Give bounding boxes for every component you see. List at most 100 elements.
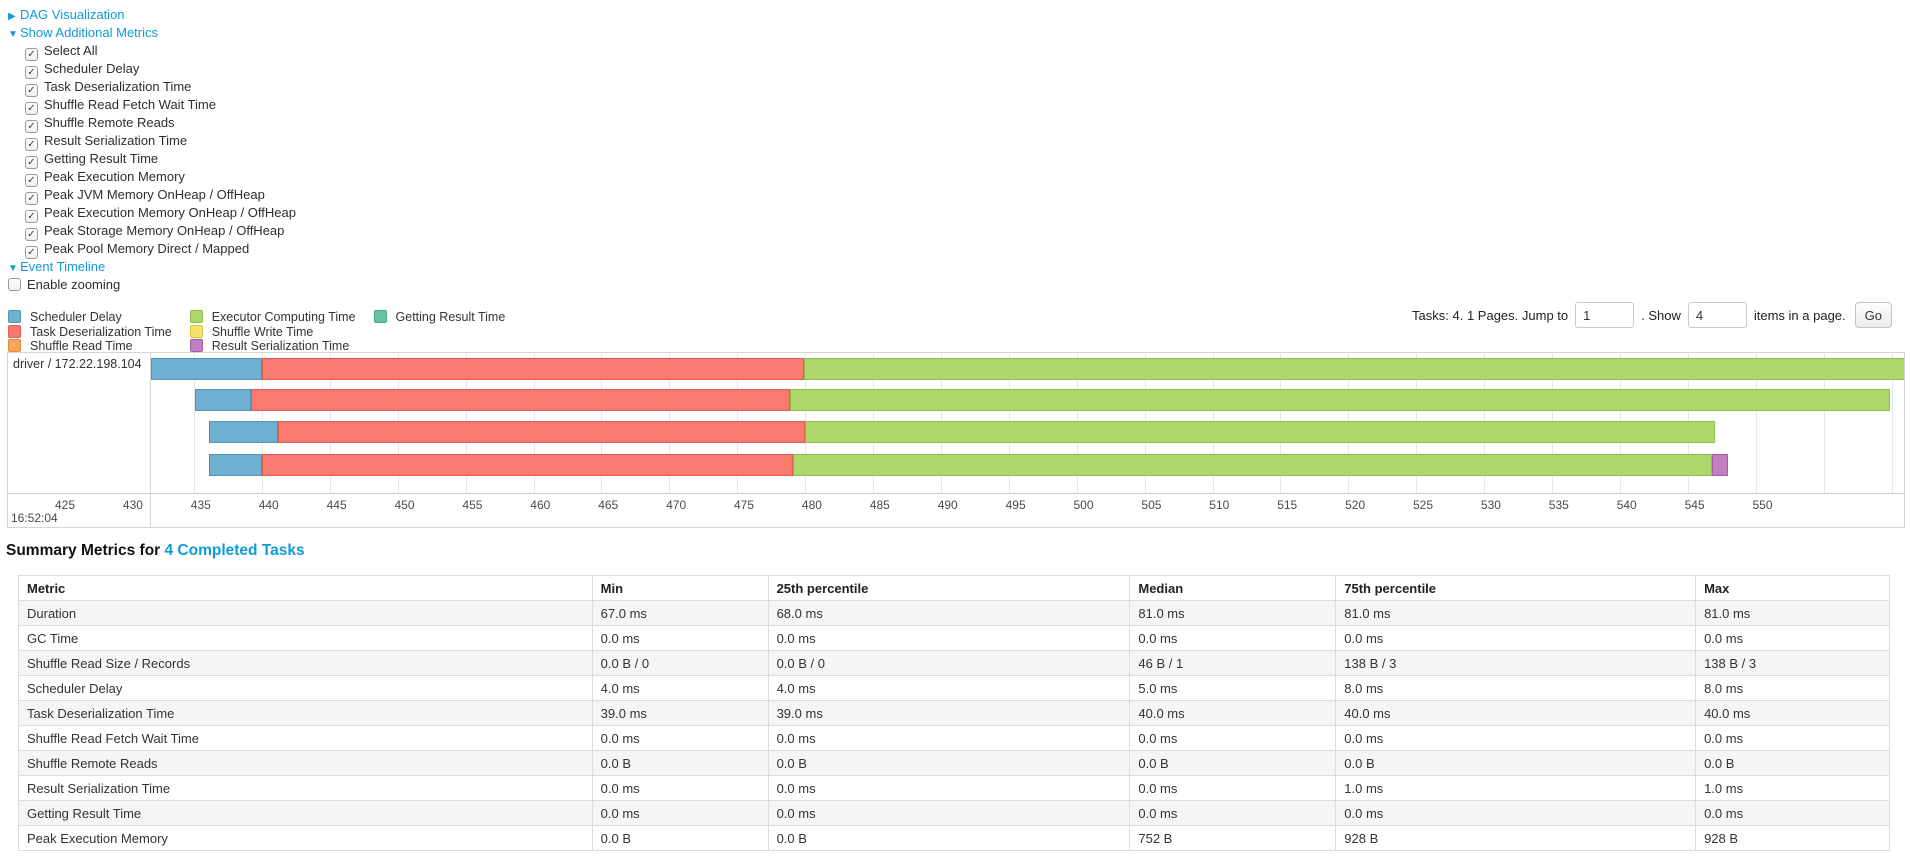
legend-item: Executor Computing Time — [189, 310, 356, 325]
metric-option-row: Peak Execution Memory OnHeap / OffHeap — [8, 204, 296, 223]
metric-checkbox[interactable] — [25, 210, 38, 223]
legend-item: Shuffle Read Time — [8, 339, 172, 354]
legend-item: Task Deserialization Time — [8, 324, 172, 340]
metric-option-row: Getting Result Time — [8, 150, 296, 169]
timeline-group-column: driver / 172.22.198.104 — [8, 353, 151, 527]
table-cell: 0.0 ms — [767, 625, 1131, 651]
table-row: Shuffle Read Fetch Wait Time 0.0 ms 0.0 ms… — [18, 725, 1890, 751]
dag-visualization-toggle[interactable]: ▶ DAG Visualization — [8, 6, 296, 24]
table-cell: 0.0 ms — [591, 725, 769, 751]
task-bar-segment-executor_computing[interactable] — [803, 358, 1904, 380]
go-button[interactable]: Go — [1854, 302, 1892, 328]
axis-tick-label: 470 — [666, 498, 687, 512]
table-cell: 928 B — [1695, 825, 1890, 851]
metric-checklist: Select All Scheduler Delay Task Deserializ… — [8, 42, 296, 259]
metric-checkbox-label: Peak Execution Memory OnHeap / OffHeap — [44, 205, 296, 220]
table-cell: 0.0 ms — [1129, 725, 1337, 751]
legend-column: Getting Result Time — [373, 310, 506, 354]
event-timeline-toggle[interactable]: ▼ Event Timeline — [8, 258, 296, 276]
metric-checkbox[interactable] — [25, 66, 38, 79]
table-cell: 0.0 ms — [591, 625, 769, 651]
task-bar-segment-scheduler_delay[interactable] — [195, 389, 252, 411]
legend-label: Shuffle Write Time — [211, 324, 314, 339]
task-bar-segment-task_deserialization[interactable] — [261, 358, 804, 380]
task-bar-segment-scheduler_delay[interactable] — [208, 454, 262, 476]
task-bar-segment-task_deserialization[interactable] — [261, 454, 793, 476]
axis-major-label: 16:52:04 — [11, 511, 58, 525]
table-cell: 67.0 ms — [591, 600, 769, 626]
axis-tick-label: 510 — [1209, 498, 1230, 512]
table-cell: Getting Result Time — [18, 800, 593, 826]
axis-tick-label: 525 — [1413, 498, 1434, 512]
timeline-plot-area[interactable] — [151, 353, 1904, 493]
task-bar-segment-executor_computing[interactable] — [792, 454, 1713, 476]
grid-line — [194, 353, 195, 493]
metric-checkbox-label: Result Serialization Time — [44, 133, 188, 148]
table-cell: 81.0 ms — [1695, 600, 1890, 626]
task-bar-segment-task_deserialization[interactable] — [278, 421, 806, 443]
table-cell: 68.0 ms — [767, 600, 1131, 626]
table-cell: 0.0 B — [767, 825, 1131, 851]
axis-tick-label: 435 — [190, 498, 211, 512]
table-header: Metric Min 25th percentile Median 75th perce… — [18, 575, 1890, 601]
table-cell: 0.0 B / 0 — [767, 650, 1131, 676]
task-bar-segment-result_serialization[interactable] — [1712, 454, 1729, 476]
legend-item: Scheduler Delay — [8, 310, 172, 325]
show-additional-metrics-label: Show Additional Metrics — [20, 25, 159, 40]
timeline-legend: Scheduler Delay Task Deserialization Time… — [8, 310, 523, 354]
table-cell: 138 B / 3 — [1695, 650, 1890, 676]
metric-checkbox[interactable] — [25, 84, 38, 97]
table-cell: 1.0 ms — [1335, 775, 1697, 801]
shuffle_read-swatch-icon — [8, 339, 21, 352]
axis-tick-label: 500 — [1073, 498, 1094, 512]
metric-checkbox[interactable] — [25, 228, 38, 241]
table-cell: Scheduler Delay — [18, 675, 593, 701]
metric-option-row: Shuffle Remote Reads — [8, 114, 296, 133]
metric-checkbox[interactable] — [25, 120, 38, 133]
metric-checkbox[interactable] — [25, 192, 38, 205]
metric-checkbox[interactable] — [25, 174, 38, 187]
show-additional-metrics-toggle[interactable]: ▼ Show Additional Metrics — [8, 24, 296, 42]
task-bar-segment-task_deserialization[interactable] — [251, 389, 791, 411]
enable-zooming-row: Enable zooming — [8, 276, 296, 294]
metric-option-row: Scheduler Delay — [8, 60, 296, 79]
metric-checkbox[interactable] — [25, 48, 38, 61]
dag-visualization-label: DAG Visualization — [20, 7, 125, 22]
items-per-page-input[interactable] — [1687, 302, 1747, 328]
metric-checkbox-label: Getting Result Time — [44, 151, 159, 166]
legend-label: Getting Result Time — [395, 310, 506, 324]
executor_computing-swatch-icon — [189, 310, 203, 323]
task-bar-segment-executor_computing[interactable] — [805, 421, 1715, 443]
table-cell: 0.0 ms — [1695, 800, 1890, 826]
table-cell: 40.0 ms — [1695, 700, 1890, 726]
completed-tasks-link[interactable]: 4 Completed Tasks — [164, 542, 305, 559]
metric-checkbox-label: Scheduler Delay — [44, 61, 140, 76]
table-cell: 40.0 ms — [1129, 700, 1337, 726]
metric-checkbox[interactable] — [25, 138, 38, 151]
table-cell: 0.0 B — [1335, 750, 1697, 776]
table-cell: 0.0 ms — [1129, 800, 1337, 826]
task-bar-segment-executor_computing[interactable] — [790, 389, 1891, 411]
axis-tick-label: 550 — [1752, 498, 1773, 512]
jump-to-page-input[interactable] — [1575, 302, 1635, 328]
metric-checkbox[interactable] — [25, 102, 38, 115]
table-cell: 8.0 ms — [1335, 675, 1697, 701]
table-cell: 4.0 ms — [591, 675, 769, 701]
legend-label: Result Serialization Time — [211, 339, 350, 353]
enable-zooming-checkbox[interactable] — [8, 278, 21, 291]
table-row: Getting Result Time 0.0 ms 0.0 ms 0.0 ms 0.0… — [18, 800, 1890, 826]
task-bar-segment-scheduler_delay[interactable] — [208, 421, 279, 443]
metric-checkbox[interactable] — [25, 246, 38, 259]
metric-option-row: Shuffle Read Fetch Wait Time — [8, 96, 296, 115]
task-pagination: Tasks: 4. 1 Pages. Jump to . Show items … — [1412, 300, 1892, 330]
axis-tick-label: 475 — [734, 498, 755, 512]
axis-tick-label: 440 — [258, 498, 279, 512]
legend-column: Executor Computing Time Shuffle Write Tim… — [189, 310, 356, 354]
table-cell: 0.0 B — [1695, 750, 1890, 776]
task-bar-segment-scheduler_delay[interactable] — [151, 358, 262, 380]
legend-column: Scheduler Delay Task Deserialization Time… — [8, 310, 172, 354]
metric-checkbox[interactable] — [25, 156, 38, 169]
table-header-cell: Metric — [18, 575, 593, 601]
timeline-axis: 425 430 435 440 445 450 455 460 465 470 475 480 485 4… — [8, 493, 1904, 527]
